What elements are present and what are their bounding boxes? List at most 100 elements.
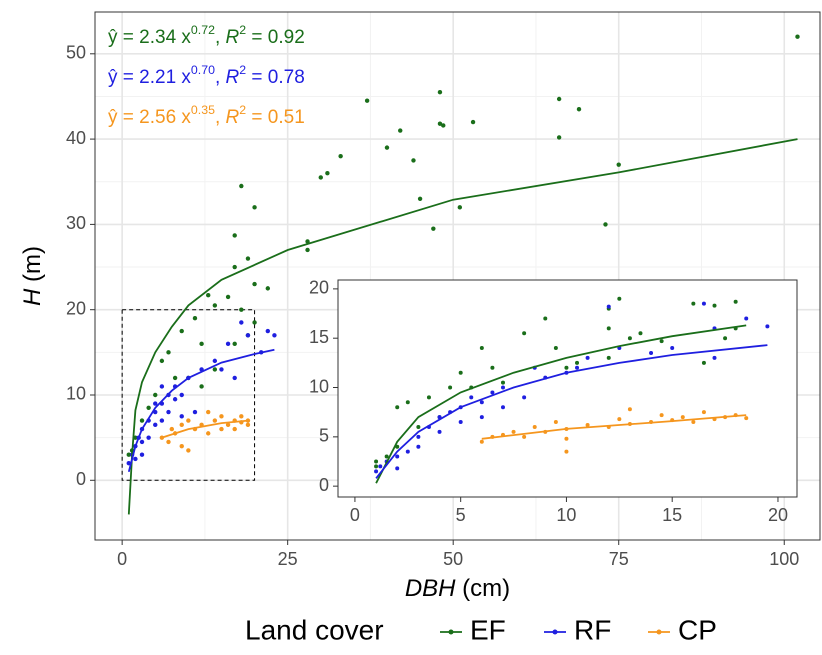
label: H (m) — [19, 246, 46, 306]
point — [441, 123, 446, 128]
label-part: R — [226, 27, 240, 48]
point — [585, 422, 590, 427]
point — [575, 365, 580, 370]
label-part: ŷ = 2.34 x — [108, 27, 191, 48]
y-tick-label: 40 — [66, 128, 86, 148]
point — [225, 341, 231, 347]
point — [522, 395, 527, 400]
point — [239, 414, 244, 419]
point — [405, 400, 410, 405]
zoom-box — [121, 309, 256, 481]
point — [448, 385, 453, 390]
label-part: , — [215, 107, 226, 128]
point — [701, 301, 706, 306]
point — [159, 418, 165, 423]
point — [245, 256, 251, 261]
y-tick-label: 10 — [309, 376, 329, 396]
fit-line — [161, 419, 248, 439]
x-tick-label: 15 — [662, 505, 682, 525]
label-part: = 0.51 — [246, 107, 305, 128]
label-part: = 0.78 — [246, 67, 305, 88]
label: ŷ = 2.34 x0.72, R2 = 0.92 — [108, 23, 305, 48]
point — [252, 320, 257, 325]
point — [411, 158, 416, 163]
legend-label: RF — [574, 614, 611, 645]
point — [239, 183, 244, 189]
point — [398, 128, 403, 133]
x-tick-label: 100 — [769, 549, 799, 569]
y-tick-label: 20 — [309, 278, 329, 298]
point — [606, 326, 611, 331]
point — [564, 365, 569, 370]
point — [169, 426, 175, 432]
y-tick-label: 15 — [309, 327, 329, 347]
point — [239, 307, 244, 312]
point — [179, 443, 184, 449]
point — [500, 385, 505, 390]
point — [166, 409, 171, 415]
y-tick-label: 30 — [66, 213, 86, 233]
point — [338, 153, 343, 159]
label-part: , — [215, 27, 226, 48]
label: DBH (cm) — [405, 575, 510, 602]
x-tick-label: 20 — [768, 505, 788, 525]
point — [192, 409, 198, 415]
point — [405, 449, 410, 454]
point — [305, 239, 310, 244]
label-part: , — [215, 67, 226, 88]
point — [437, 89, 443, 95]
point — [564, 436, 569, 441]
point — [564, 449, 569, 454]
point — [192, 316, 198, 321]
legend-label: EF — [470, 614, 506, 645]
point — [532, 424, 537, 429]
label: ŷ = 2.56 x0.35, R2 = 0.51 — [108, 103, 305, 128]
point — [479, 415, 484, 420]
point — [585, 355, 590, 360]
point — [638, 331, 643, 336]
point — [490, 365, 495, 370]
point — [395, 454, 400, 459]
point — [479, 400, 484, 405]
point — [245, 422, 251, 428]
point — [659, 413, 664, 418]
point — [199, 341, 204, 347]
y-tick-label: 5 — [319, 426, 329, 446]
point — [606, 355, 611, 360]
point — [199, 384, 204, 389]
point — [166, 439, 171, 445]
point — [153, 401, 158, 406]
point — [795, 34, 800, 39]
plot-background — [338, 280, 797, 497]
point — [159, 384, 165, 389]
point — [146, 405, 151, 410]
y-tick-label: 0 — [319, 475, 329, 495]
point — [416, 434, 421, 439]
fit-line — [481, 414, 747, 440]
point — [680, 415, 685, 420]
point — [133, 456, 138, 462]
point — [426, 395, 431, 400]
point — [457, 205, 463, 210]
y-tick-label: 0 — [76, 469, 86, 489]
point — [374, 469, 379, 474]
point — [232, 426, 237, 432]
point — [470, 119, 476, 125]
label-part: (m) — [19, 246, 46, 289]
label-part: R — [226, 67, 240, 88]
point — [232, 233, 237, 238]
point — [575, 360, 580, 365]
point — [691, 420, 696, 425]
label-part: ŷ = 2.21 x — [108, 67, 191, 88]
point — [500, 405, 505, 410]
x-tick-label: 75 — [609, 549, 629, 569]
point — [318, 175, 323, 180]
point — [556, 96, 562, 102]
point — [265, 286, 271, 291]
point — [146, 435, 151, 440]
point — [219, 367, 224, 372]
point — [225, 294, 231, 300]
point — [179, 422, 184, 428]
legend-symbol — [656, 629, 662, 635]
